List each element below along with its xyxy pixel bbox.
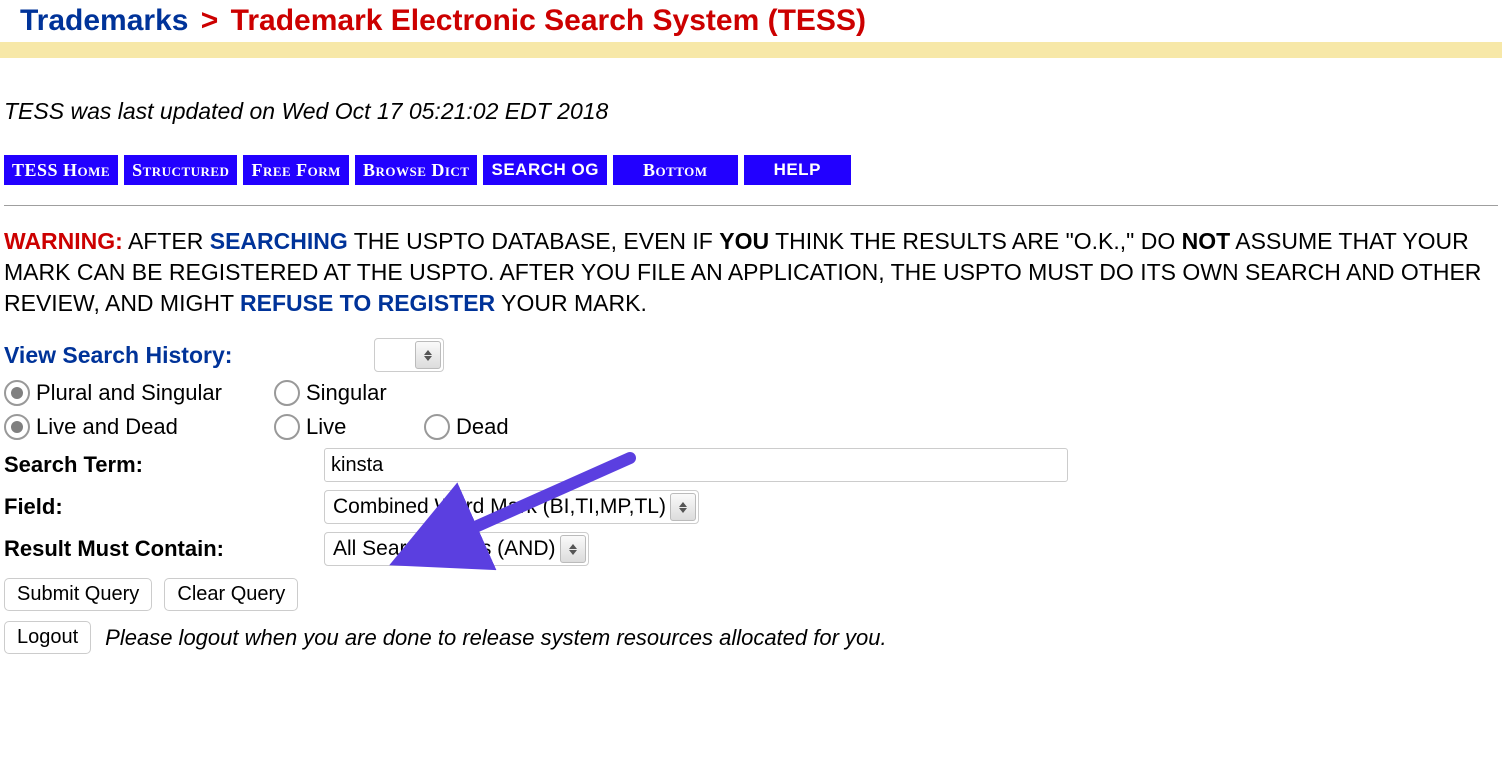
result-contain-value: All Search Terms (AND) [333,537,556,561]
free-form-button[interactable]: Free Form [243,155,349,185]
breadcrumb-separator: > [201,4,219,37]
horizontal-divider [4,205,1498,206]
search-term-row: Search Term: [0,444,1502,486]
chevron-updown-icon [415,341,441,369]
singular-radio[interactable] [274,380,300,406]
structured-button[interactable]: Structured [124,155,237,185]
plurality-radio-row: Plural and Singular Singular [0,376,1502,410]
field-select[interactable]: Combined Word Mark (BI,TI,MP,TL) [324,490,699,524]
logout-message: Please logout when you are done to relea… [105,625,886,651]
searching-link[interactable]: SEARCHING [210,228,348,254]
bottom-button[interactable]: Bottom [613,155,738,185]
breadcrumb-trademarks-link[interactable]: Trademarks [20,4,188,37]
breadcrumb: Trademarks > Trademark Electronic Search… [0,0,1502,42]
submit-query-button[interactable]: Submit Query [4,578,152,611]
chevron-updown-icon [670,493,696,521]
field-label: Field: [4,494,324,520]
page-title: Trademark Electronic Search System (TESS… [231,4,866,37]
field-row: Field: Combined Word Mark (BI,TI,MP,TL) [0,486,1502,528]
live-radio[interactable] [274,414,300,440]
search-history-row: View Search History: [0,334,1502,376]
logout-button[interactable]: Logout [4,621,91,654]
search-history-label: View Search History: [4,342,374,369]
plural-singular-radio[interactable] [4,380,30,406]
field-select-value: Combined Word Mark (BI,TI,MP,TL) [333,495,666,519]
status-radio-row: Live and Dead Live Dead [0,410,1502,444]
nav-button-row: TESS Home Structured Free Form Browse Di… [0,155,1502,205]
search-og-button[interactable]: SEARCH OG [483,155,606,185]
search-history-select[interactable] [374,338,444,372]
dead-radio[interactable] [424,414,450,440]
refuse-link[interactable]: REFUSE TO REGISTER [240,290,495,316]
warning-label: WARNING: [4,228,123,254]
logout-row: Logout Please logout when you are done t… [0,615,1502,660]
help-button[interactable]: HELP [744,155,851,185]
warning-block: WARNING: AFTER SEARCHING THE USPTO DATAB… [0,226,1502,334]
search-term-label: Search Term: [4,452,324,478]
tess-home-button[interactable]: TESS Home [4,155,118,185]
live-dead-radio[interactable] [4,414,30,440]
browse-dict-button[interactable]: Browse Dict [355,155,478,185]
singular-label: Singular [306,380,387,406]
action-button-row: Submit Query Clear Query [0,570,1502,615]
dead-label: Dead [456,414,509,440]
result-contain-select[interactable]: All Search Terms (AND) [324,532,589,566]
last-updated-text: TESS was last updated on Wed Oct 17 05:2… [0,88,1502,155]
clear-query-button[interactable]: Clear Query [164,578,298,611]
plural-singular-label: Plural and Singular [36,380,222,406]
search-term-input[interactable] [324,448,1068,482]
chevron-updown-icon [560,535,586,563]
result-contain-label: Result Must Contain: [4,536,324,562]
live-dead-label: Live and Dead [36,414,178,440]
divider-bar [0,42,1502,58]
live-label: Live [306,414,346,440]
result-contain-row: Result Must Contain: All Search Terms (A… [0,528,1502,570]
